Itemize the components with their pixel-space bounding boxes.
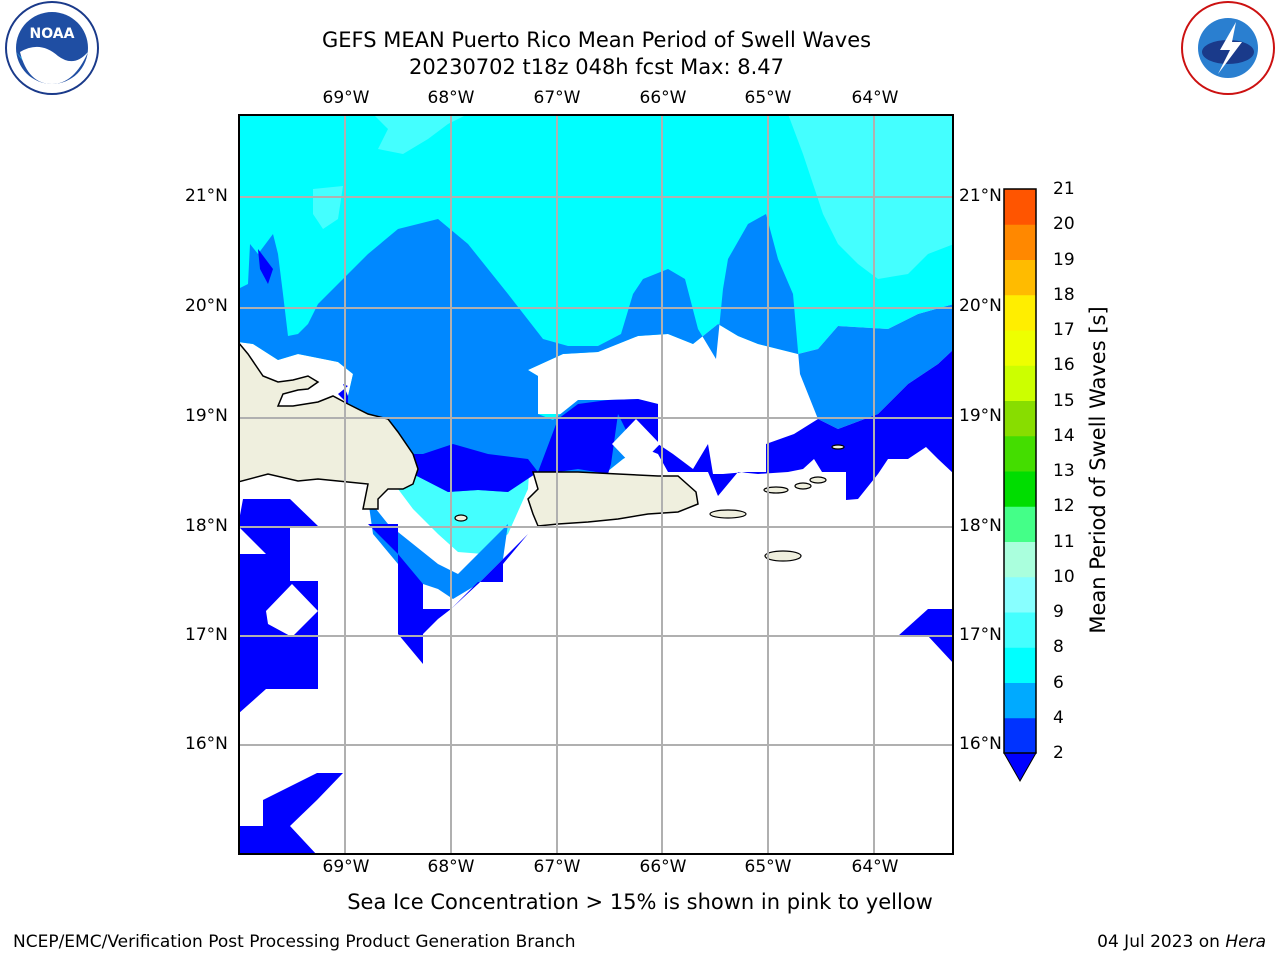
no-data-area	[612, 419, 660, 469]
colorbar-tick-label: 21	[1053, 179, 1075, 199]
lat-label-right: 20°N	[959, 296, 1002, 316]
colorbar-tick-label: 11	[1053, 531, 1075, 552]
contour-2-4	[338, 349, 954, 500]
land-island	[809, 476, 827, 484]
footer-machine: Hera	[1225, 932, 1266, 952]
colorbar-tick-label: 12	[1053, 496, 1075, 517]
lon-label-top: 69°W	[322, 88, 370, 108]
lat-label-right: 16°N	[959, 734, 1002, 754]
colorbar-segment	[1004, 576, 1036, 613]
colorbar-segment	[1004, 330, 1036, 366]
lat-label-right: 21°N	[959, 186, 1002, 206]
lat-label-left: 18°N	[185, 516, 228, 536]
contour-4-6	[368, 499, 508, 599]
colorbar-segment	[1004, 471, 1036, 507]
nws-logo	[1181, 1, 1275, 95]
contour-2-4	[258, 249, 273, 284]
colorbar-tick-label: 13	[1053, 461, 1075, 481]
lon-label-bottom: 66°W	[639, 857, 687, 877]
sea-ice-note: Sea Ice Concentration > 15% is shown in …	[347, 890, 933, 914]
contour-8-9	[373, 114, 468, 154]
contour-2-4	[898, 609, 954, 664]
map-frame	[238, 114, 954, 855]
colorbar-segment	[1004, 365, 1036, 401]
colorbar-segment	[1004, 612, 1036, 648]
chart-title: GEFS MEAN Puerto Rico Mean Period of Swe…	[321, 28, 872, 52]
lon-label-bottom: 65°W	[744, 857, 792, 877]
colorbar-tick-label: 14	[1053, 425, 1075, 446]
colorbar-tick-label: 2	[1053, 743, 1064, 763]
land-island	[709, 509, 747, 519]
lat-label-left: 21°N	[185, 186, 228, 206]
footer-date: 04 Jul 2023 on Hera	[1097, 932, 1266, 952]
colorbar-tick-label: 6	[1053, 672, 1064, 693]
colorbar-segment	[1004, 259, 1036, 296]
colorbar-tick-label: 10	[1053, 566, 1075, 587]
colorbar-segment	[1004, 189, 1036, 225]
contour-4-6	[238, 214, 954, 492]
gridlines	[238, 114, 954, 855]
colorbar	[1003, 188, 1037, 783]
lon-label-top: 66°W	[639, 88, 687, 108]
lat-label-left: 17°N	[185, 625, 228, 645]
lon-label-bottom: 69°W	[322, 857, 370, 877]
lat-label-left: 16°N	[185, 734, 228, 754]
colorbar-tick-label: 4	[1053, 707, 1064, 728]
land-island	[831, 444, 845, 450]
svg-text:NOAA: NOAA	[30, 26, 75, 42]
colorbar-tick-label: 15	[1053, 390, 1075, 411]
colorbar-tick-label: 17	[1053, 320, 1075, 340]
colorbar-frame	[1003, 188, 1037, 754]
lon-label-top: 65°W	[744, 88, 792, 108]
colorbar-tick-label: 16	[1053, 355, 1075, 376]
land-island	[794, 482, 812, 490]
lat-label-right: 18°N	[959, 516, 1002, 536]
lon-label-top: 68°W	[427, 88, 475, 108]
lon-label-bottom: 67°W	[533, 857, 581, 877]
swell-period-map	[238, 114, 954, 855]
colorbar-segment	[1004, 647, 1036, 683]
colorbar-title: Mean Period of Swell Waves [s]	[1086, 306, 1110, 634]
footer-credit: NCEP/EMC/Verification Post Processing Pr…	[13, 932, 576, 952]
lat-label-right: 17°N	[959, 625, 1002, 645]
colorbar-segment	[1004, 682, 1036, 719]
no-data-area	[266, 584, 318, 637]
lat-label-left: 20°N	[185, 296, 228, 316]
colorbar-tick-label: 20	[1053, 214, 1075, 235]
colorbar-segment	[1004, 224, 1036, 260]
land-puerto-rico	[527, 471, 699, 527]
lat-label-right: 19°N	[959, 406, 1002, 426]
colorbar-tick-label: 8	[1053, 637, 1064, 658]
colorbar-segment	[1004, 294, 1036, 331]
colorbar-segment	[1004, 717, 1036, 754]
lat-label-left: 19°N	[185, 406, 228, 426]
lon-label-top: 64°W	[851, 88, 899, 108]
footer-date-text: 04 Jul 2023 on	[1097, 932, 1226, 952]
colorbar-segment	[1004, 541, 1036, 578]
colorbar-segment	[1004, 400, 1036, 437]
lon-label-bottom: 64°W	[851, 857, 899, 877]
colorbar-tick-label: 19	[1053, 249, 1075, 270]
colorbar-segment	[1004, 506, 1036, 542]
chart-subtitle: 20230702 t18z 048h fcst Max: 8.47	[409, 55, 784, 79]
land-island	[763, 486, 789, 494]
land-island	[454, 514, 468, 522]
colorbar-under-arrow	[1003, 752, 1037, 783]
land-island	[764, 550, 802, 562]
lon-label-bottom: 68°W	[427, 857, 475, 877]
lon-label-top: 67°W	[533, 88, 581, 108]
colorbar-tick-label: 9	[1053, 602, 1064, 622]
noaa-logo: NOAA	[5, 1, 99, 95]
colorbar-tick-label: 18	[1053, 284, 1075, 305]
contour-2-4	[368, 524, 528, 664]
colorbar-segment	[1004, 435, 1036, 472]
contour-2-4	[238, 773, 343, 855]
